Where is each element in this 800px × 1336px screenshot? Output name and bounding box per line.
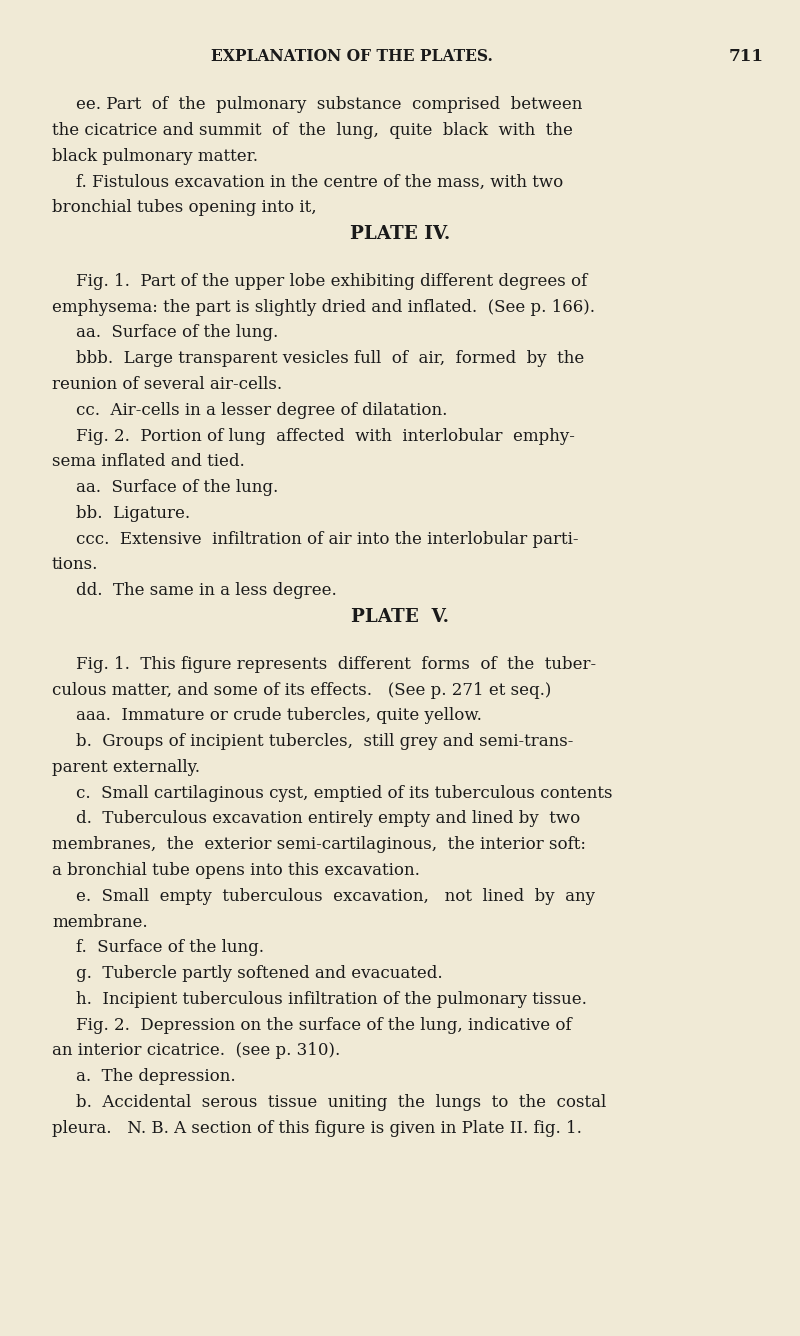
Text: PLATE IV.: PLATE IV. xyxy=(350,224,450,243)
Text: dd.  The same in a less degree.: dd. The same in a less degree. xyxy=(76,582,337,600)
Text: EXPLANATION OF THE PLATES.: EXPLANATION OF THE PLATES. xyxy=(211,48,493,65)
Text: a.  The depression.: a. The depression. xyxy=(76,1069,236,1085)
Text: a bronchial tube opens into this excavation.: a bronchial tube opens into this excavat… xyxy=(52,862,420,879)
Text: Fig. 2.  Portion of lung  affected  with  interlobular  emphy-: Fig. 2. Portion of lung affected with in… xyxy=(76,428,575,445)
Text: b.  Groups of incipient tubercles,  still grey and semi-trans-: b. Groups of incipient tubercles, still … xyxy=(76,733,574,749)
Text: bronchial tubes opening into it,: bronchial tubes opening into it, xyxy=(52,199,317,216)
Text: aa.  Surface of the lung.: aa. Surface of the lung. xyxy=(76,325,278,342)
Text: culous matter, and some of its effects.   (See p. 271 et seq.): culous matter, and some of its effects. … xyxy=(52,681,551,699)
Text: pleura.   N. B. A section of this figure is given in Plate II. fig. 1.: pleura. N. B. A section of this figure i… xyxy=(52,1120,582,1137)
Text: 711: 711 xyxy=(729,48,764,65)
Text: e.  Small  empty  tuberculous  excavation,   not  lined  by  any: e. Small empty tuberculous excavation, n… xyxy=(76,888,595,904)
Text: ccc.  Extensive  infiltration of air into the interlobular parti-: ccc. Extensive infiltration of air into … xyxy=(76,530,578,548)
Text: membranes,  the  exterior semi-cartilaginous,  the interior soft:: membranes, the exterior semi-cartilagino… xyxy=(52,836,586,854)
Text: bbb.  Large transparent vesicles full  of  air,  formed  by  the: bbb. Large transparent vesicles full of … xyxy=(76,350,584,367)
Text: Fig. 1.  This figure represents  different  forms  of  the  tuber-: Fig. 1. This figure represents different… xyxy=(76,656,596,673)
Text: g.  Tubercle partly softened and evacuated.: g. Tubercle partly softened and evacuate… xyxy=(76,965,442,982)
Text: sema inflated and tied.: sema inflated and tied. xyxy=(52,453,245,470)
Text: cc.  Air-cells in a lesser degree of dilatation.: cc. Air-cells in a lesser degree of dila… xyxy=(76,402,447,418)
Text: c.  Small cartilaginous cyst, emptied of its tuberculous contents: c. Small cartilaginous cyst, emptied of … xyxy=(76,784,613,802)
Text: ee. Part  of  the  pulmonary  substance  comprised  between: ee. Part of the pulmonary substance comp… xyxy=(76,96,582,114)
Text: reunion of several air-cells.: reunion of several air-cells. xyxy=(52,375,282,393)
Text: b.  Accidental  serous  tissue  uniting  the  lungs  to  the  costal: b. Accidental serous tissue uniting the … xyxy=(76,1094,606,1112)
Text: aaa.  Immature or crude tubercles, quite yellow.: aaa. Immature or crude tubercles, quite … xyxy=(76,707,482,724)
Text: the cicatrice and summit  of  the  lung,  quite  black  with  the: the cicatrice and summit of the lung, qu… xyxy=(52,122,573,139)
Text: f.  Surface of the lung.: f. Surface of the lung. xyxy=(76,939,264,957)
Text: an interior cicatrice.  (see p. 310).: an interior cicatrice. (see p. 310). xyxy=(52,1042,340,1059)
Text: PLATE  V.: PLATE V. xyxy=(351,608,449,627)
Text: h.  Incipient tuberculous infiltration of the pulmonary tissue.: h. Incipient tuberculous infiltration of… xyxy=(76,991,587,1007)
Text: parent externally.: parent externally. xyxy=(52,759,200,776)
Text: f. Fistulous excavation in the centre of the mass, with two: f. Fistulous excavation in the centre of… xyxy=(76,174,563,191)
Text: tions.: tions. xyxy=(52,557,98,573)
Text: Fig. 2.  Depression on the surface of the lung, indicative of: Fig. 2. Depression on the surface of the… xyxy=(76,1017,572,1034)
Text: d.  Tuberculous excavation entirely empty and lined by  two: d. Tuberculous excavation entirely empty… xyxy=(76,811,580,827)
Text: Fig. 1.  Part of the upper lobe exhibiting different degrees of: Fig. 1. Part of the upper lobe exhibitin… xyxy=(76,273,587,290)
Text: emphysema: the part is slightly dried and inflated.  (See p. 166).: emphysema: the part is slightly dried an… xyxy=(52,299,595,315)
Text: bb.  Ligature.: bb. Ligature. xyxy=(76,505,190,522)
Text: aa.  Surface of the lung.: aa. Surface of the lung. xyxy=(76,480,278,496)
Text: black pulmonary matter.: black pulmonary matter. xyxy=(52,148,258,164)
Text: membrane.: membrane. xyxy=(52,914,148,931)
